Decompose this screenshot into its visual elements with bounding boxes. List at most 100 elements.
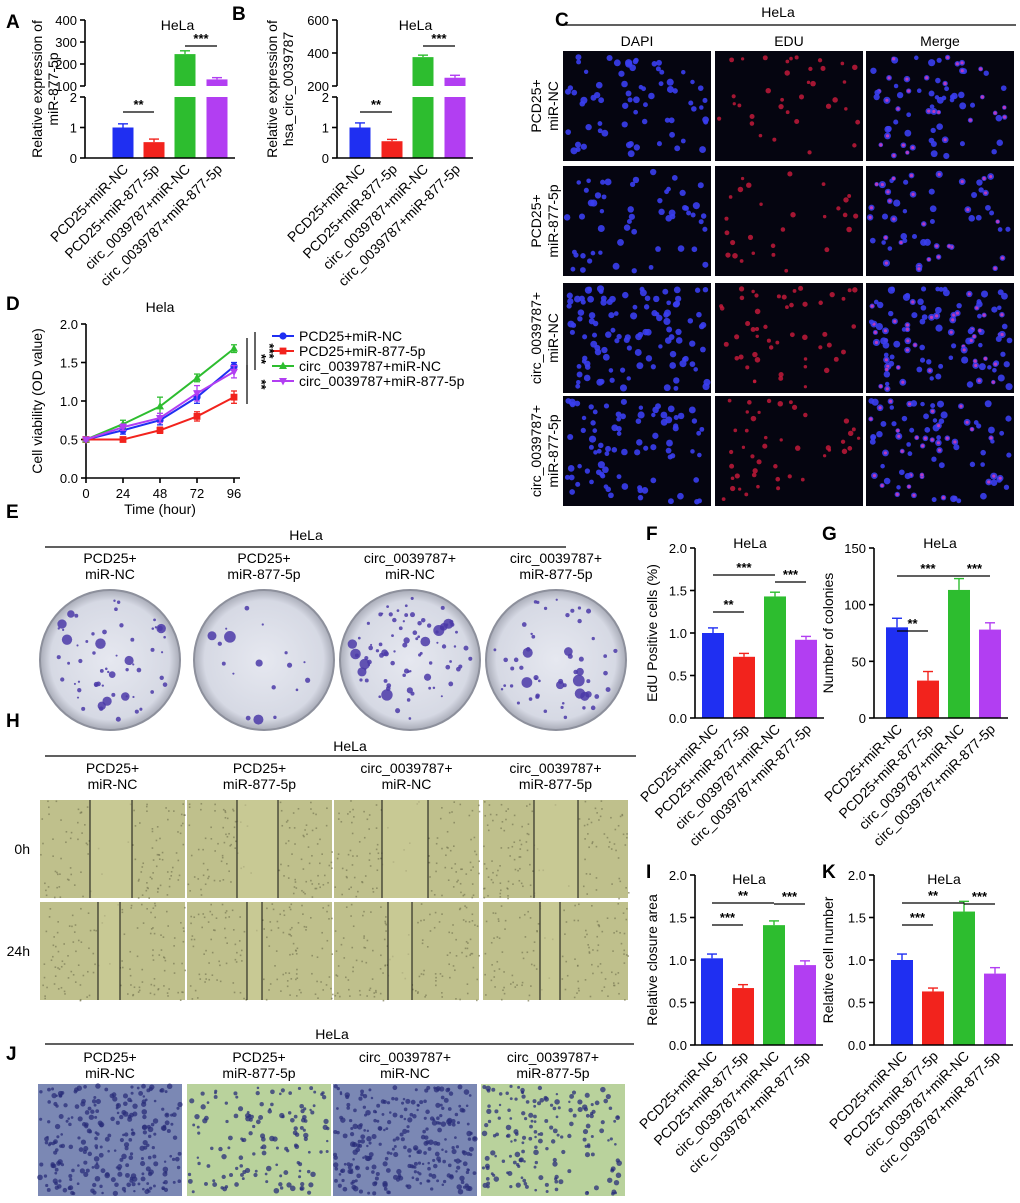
J-migrated-cell — [153, 1161, 159, 1167]
J-migrated-cell — [334, 1178, 338, 1183]
C-merge-nucleus — [930, 140, 937, 147]
J-migrated-cell — [615, 1115, 621, 1121]
E-colony — [419, 651, 423, 655]
H-cell — [66, 878, 69, 881]
C-merge-nucleus — [887, 246, 893, 251]
H-cell — [430, 890, 433, 892]
H-cell — [563, 909, 565, 912]
J-migrated-cell — [93, 1103, 97, 1107]
C-merge-edu — [996, 220, 1000, 224]
C-merge-nucleus — [989, 210, 995, 216]
J-migrated-cell — [121, 1110, 127, 1115]
H-cell — [311, 854, 313, 857]
H-cell — [342, 937, 345, 939]
H-cell — [220, 860, 223, 863]
J-migrated-cell — [545, 1189, 549, 1194]
J-migrated-cell — [288, 1091, 292, 1095]
J-migrated-cell — [293, 1114, 298, 1119]
H-cell — [44, 882, 46, 885]
H-cell — [598, 819, 600, 821]
H-cell — [384, 964, 386, 967]
J-migrated-cell — [524, 1117, 528, 1121]
J-migrated-cell — [265, 1165, 272, 1172]
C-dapi-nucleus — [579, 100, 586, 107]
J-migrated-cell — [395, 1177, 401, 1182]
E-colony — [67, 610, 75, 618]
J-migrated-cell — [37, 1174, 43, 1181]
C-merge-nucleus — [937, 400, 945, 408]
H-cell — [516, 984, 518, 986]
J-migrated-cell — [212, 1179, 216, 1183]
J-migrated-cell — [465, 1185, 471, 1191]
J-migrated-cell — [303, 1119, 308, 1123]
J-migrated-cell — [371, 1170, 375, 1174]
E-column-label: circ_0039787+ miR-877-5p — [510, 550, 602, 582]
H-cell — [69, 867, 72, 869]
F-bar — [702, 633, 724, 718]
J-migrated-cell — [418, 1172, 422, 1176]
C-dapi-nucleus — [574, 400, 581, 407]
H-cell — [503, 971, 505, 973]
J-migrated-cell — [425, 1109, 430, 1115]
H-cell — [610, 848, 613, 850]
J-migrated-cell — [533, 1120, 537, 1123]
C-dapi-nucleus — [594, 192, 602, 199]
H-cell — [537, 923, 540, 925]
E-colony — [378, 695, 382, 699]
H-cell — [138, 878, 140, 881]
H-cell — [179, 832, 182, 835]
J-migrated-cell — [39, 1162, 44, 1167]
J-column-label-line: miR-877-5p — [516, 1065, 589, 1081]
E-colony — [404, 604, 408, 608]
K-significance-1-label: *** — [910, 910, 926, 925]
H-cell — [70, 831, 73, 834]
H-cell — [514, 868, 517, 871]
C-edu-nucleus — [790, 212, 796, 218]
H-cell — [366, 939, 369, 942]
C-dapi-nucleus — [663, 317, 671, 325]
J-migrated-cell — [92, 1182, 97, 1188]
C-merge-edu — [905, 327, 910, 331]
H-cell — [362, 914, 364, 917]
B-bar-lower — [412, 97, 434, 158]
C-dapi-nucleus — [585, 123, 592, 131]
I-bar — [794, 965, 816, 1045]
H-cell — [280, 990, 282, 992]
H-cell — [231, 909, 234, 912]
J-migrated-cell — [172, 1180, 176, 1184]
H-cell — [217, 842, 219, 845]
J-migrated-cell — [70, 1116, 74, 1119]
H-cell — [289, 908, 292, 911]
H-cell — [85, 842, 88, 845]
H-cell — [439, 817, 442, 820]
B-y-tick-label: 0 — [322, 151, 329, 166]
D-x-tick-label: 48 — [153, 486, 167, 501]
H-cell — [523, 913, 526, 916]
C-merge-nucleus — [868, 398, 875, 404]
J-migrated-cell — [122, 1133, 125, 1137]
D-x-tick-label: 0 — [82, 486, 89, 501]
H-cell — [511, 823, 514, 826]
D-y-tick-label: 1.0 — [60, 394, 78, 409]
H-cell — [279, 913, 282, 916]
H-cell — [350, 886, 352, 889]
H-cell — [451, 932, 454, 934]
H-cell — [470, 838, 472, 841]
J-migrated-cell — [407, 1117, 413, 1123]
J-migrated-cell — [218, 1146, 223, 1152]
C-dapi-nucleus — [650, 364, 656, 370]
H-cell — [375, 804, 378, 806]
J-migrated-cell — [280, 1088, 285, 1093]
H-cell — [182, 843, 185, 846]
J-migrated-cell — [333, 1162, 339, 1168]
C-dapi-nucleus — [600, 299, 607, 306]
C-dapi-nucleus — [627, 206, 634, 213]
H-cell — [483, 801, 486, 803]
H-cell — [627, 891, 630, 894]
C-dapi-nucleus — [598, 442, 604, 449]
J-migrated-cell — [221, 1153, 227, 1160]
C-edu-nucleus — [724, 230, 730, 236]
J-migrated-cell — [582, 1137, 587, 1142]
H-cell — [167, 925, 169, 927]
H-cell — [533, 964, 536, 967]
